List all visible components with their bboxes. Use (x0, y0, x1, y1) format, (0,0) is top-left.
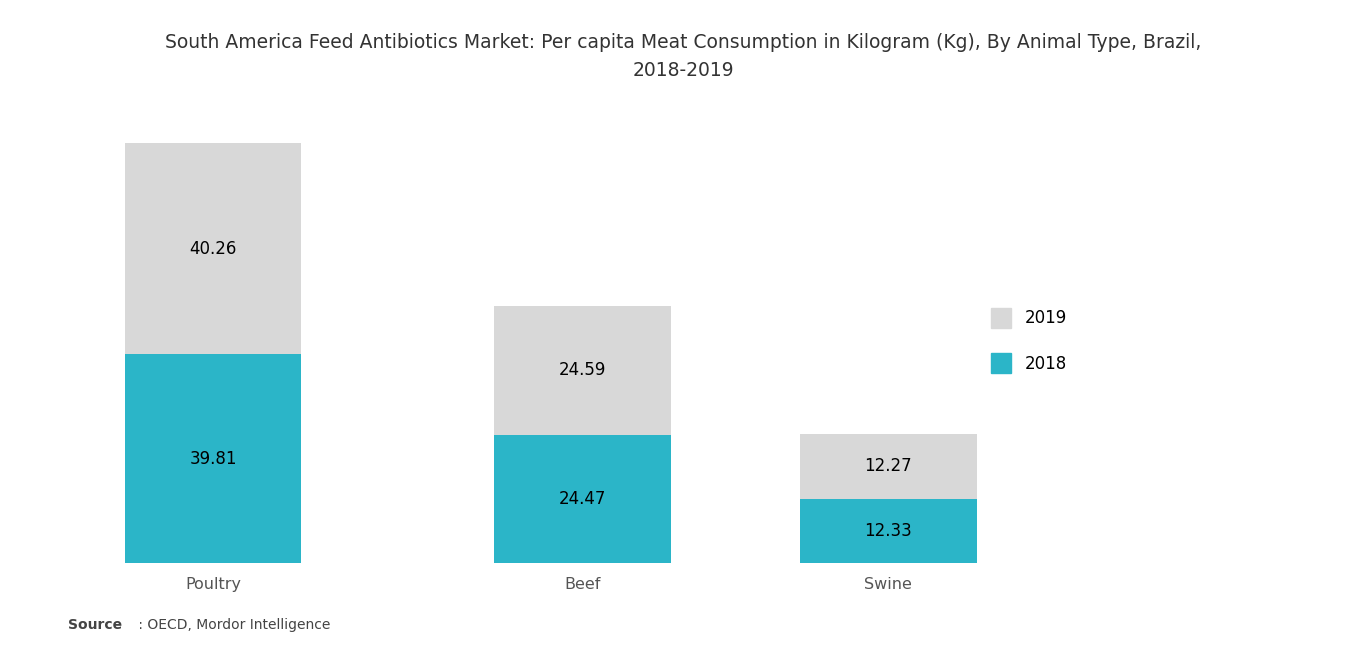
Bar (494, 306, 671, 435)
Text: 12.27: 12.27 (865, 457, 912, 476)
Text: 12.33: 12.33 (865, 522, 912, 540)
Text: 24.59: 24.59 (559, 362, 607, 379)
Text: Source: Source (68, 618, 123, 632)
Text: : OECD, Mordor Intelligence: : OECD, Mordor Intelligence (134, 618, 331, 632)
Text: 40.26: 40.26 (190, 240, 236, 258)
Text: 24.47: 24.47 (559, 490, 607, 508)
Bar (800, 498, 977, 563)
Legend: 2019, 2018: 2019, 2018 (992, 308, 1067, 373)
Text: South America Feed Antibiotics Market: Per capita Meat Consumption in Kilogram (: South America Feed Antibiotics Market: P… (165, 33, 1201, 80)
Text: 39.81: 39.81 (190, 450, 236, 468)
Bar (494, 435, 671, 563)
Bar (800, 434, 977, 498)
Bar (124, 354, 302, 563)
Bar (124, 143, 302, 354)
